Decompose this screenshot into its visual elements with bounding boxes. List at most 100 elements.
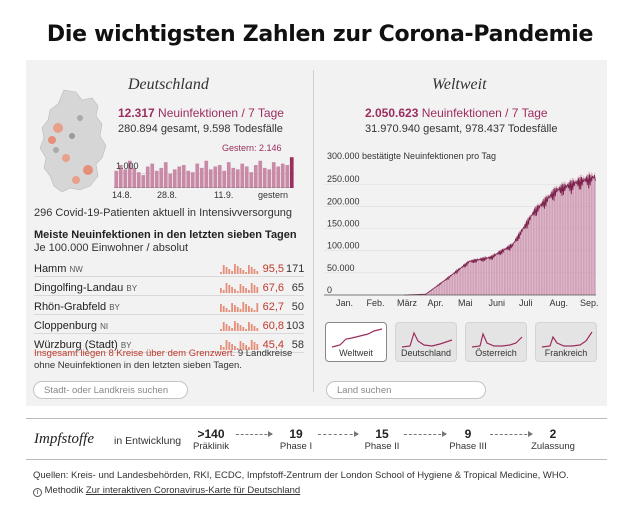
sparkline-bar	[248, 290, 250, 293]
world-bar	[514, 241, 515, 295]
ranking-row[interactable]: Cloppenburg NI 60,8 103	[34, 318, 304, 334]
germany-bar	[136, 172, 141, 188]
sparkline-bar	[248, 306, 250, 312]
world-bar	[565, 182, 567, 295]
world-bar	[533, 213, 535, 295]
world-bar	[559, 184, 561, 295]
tab-weltweit[interactable]: Weltweit	[325, 322, 387, 362]
germany-bar	[199, 167, 204, 188]
world-bar	[435, 287, 436, 295]
sparkline-bar	[225, 283, 228, 293]
world-bar	[543, 205, 544, 295]
world-title: Weltweit	[432, 76, 487, 93]
tab-frankreich-sparkline	[541, 331, 593, 348]
world-bar	[434, 287, 435, 295]
germany-bar	[195, 163, 200, 188]
info-icon: i	[33, 488, 42, 497]
world-bar	[527, 227, 528, 295]
world-bar	[564, 188, 566, 295]
footer-links: i Methodik Zur interaktiven Coronavirus-…	[33, 485, 300, 497]
world-bar	[489, 258, 491, 295]
sparkline-bar	[225, 340, 228, 350]
world-bar	[574, 179, 576, 295]
world-bar	[455, 270, 456, 295]
sparkline-bar	[231, 271, 233, 274]
world-bar	[510, 243, 512, 295]
world-bar	[549, 194, 551, 295]
sparkline-bar	[228, 342, 231, 350]
world-bar	[591, 179, 593, 295]
tab-deutschland[interactable]: Deutschland	[395, 322, 457, 362]
world-bar	[482, 256, 483, 295]
world-y-tick: 200.000	[327, 196, 360, 206]
stage-label: Zulassung	[531, 441, 575, 452]
ranking-subtitle: Je 100.000 Einwohner / absolut	[34, 242, 189, 254]
germany-bar	[141, 175, 146, 188]
world-bar	[448, 278, 449, 295]
germany-new-cases-value: 12.317	[118, 106, 155, 120]
stage-count: >140	[197, 427, 225, 441]
ranking-row[interactable]: Dingolfing-Landau BY 67,6 65	[34, 280, 304, 296]
world-bar	[446, 278, 447, 295]
method-link[interactable]: Methodik	[44, 485, 84, 496]
world-bar	[447, 277, 448, 295]
world-y-tick: 50.000	[327, 263, 355, 273]
world-bar	[534, 206, 535, 295]
world-bar	[483, 256, 485, 295]
germany-map[interactable]	[36, 88, 110, 194]
world-bar	[457, 271, 459, 295]
world-bar	[568, 186, 569, 295]
vaccine-stage-phase2: 15 Phase II	[352, 427, 412, 452]
country-search-input[interactable]: Land suchen	[326, 381, 486, 399]
ranking-row[interactable]: Rhön-Grabfeld BY 62,7 50	[34, 299, 304, 315]
sparkline-bar	[234, 289, 236, 293]
ranking-row[interactable]: Würzburg (Stadt) BY 45,4 58	[34, 337, 304, 353]
germany-bar	[262, 167, 267, 188]
world-bar	[518, 232, 519, 295]
world-x-tick: Apr.	[428, 298, 444, 308]
world-bar	[569, 188, 571, 295]
world-bar	[493, 256, 495, 295]
sparkline-bar	[253, 285, 256, 293]
district-rate: 95,5	[262, 263, 284, 275]
sources: Quellen: Kreis- und Landesbehörden, RKI,…	[33, 470, 569, 481]
tab-frankreich-label: Frankreich	[544, 348, 588, 358]
world-bar	[522, 227, 524, 295]
germany-chart[interactable]	[114, 155, 294, 188]
tab-weltweit-label: Weltweit	[339, 348, 373, 358]
sparkline-bar	[228, 310, 231, 312]
sparkline-bar	[253, 326, 256, 331]
map-link[interactable]: Zur interaktiven Coronavirus-Karte für D…	[85, 485, 301, 496]
world-bar	[504, 248, 506, 295]
world-bar	[441, 282, 443, 295]
vaccine-title: Impfstoffe	[34, 431, 94, 447]
world-bar	[482, 261, 484, 295]
germany-bar	[226, 162, 231, 188]
world-bar	[556, 190, 558, 295]
district-note-rest: 9 Landkreise ohne Neuinfektionen in den …	[34, 348, 293, 371]
world-bar	[555, 194, 556, 295]
world-bar	[439, 283, 441, 295]
sparkline-bar	[242, 286, 245, 293]
district-absolute: 65	[291, 282, 304, 294]
world-bar	[458, 268, 459, 295]
world-bar	[429, 291, 430, 295]
world-bar	[452, 273, 454, 295]
district-search-input[interactable]: Stadt- oder Landkreis suchen	[33, 381, 188, 399]
world-bar	[470, 260, 472, 295]
world-bar	[501, 248, 502, 295]
world-bar	[528, 223, 530, 295]
world-bar	[467, 264, 468, 295]
ranking-row[interactable]: Hamm NW 95,5 171	[34, 261, 304, 277]
world-bar	[567, 183, 568, 295]
world-chart[interactable]: 300.000 bestätigte Neuinfektionen pro Ta…	[324, 150, 599, 310]
world-bar	[540, 203, 541, 295]
germany-bar	[213, 166, 218, 188]
germany-bar	[172, 169, 177, 188]
world-bar	[595, 178, 596, 295]
tab-oesterreich[interactable]: Österreich	[465, 322, 527, 362]
tab-frankreich[interactable]: Frankreich	[535, 322, 597, 362]
world-y-tick: 0	[327, 285, 332, 295]
world-bar	[440, 284, 441, 295]
world-bar	[582, 183, 583, 295]
